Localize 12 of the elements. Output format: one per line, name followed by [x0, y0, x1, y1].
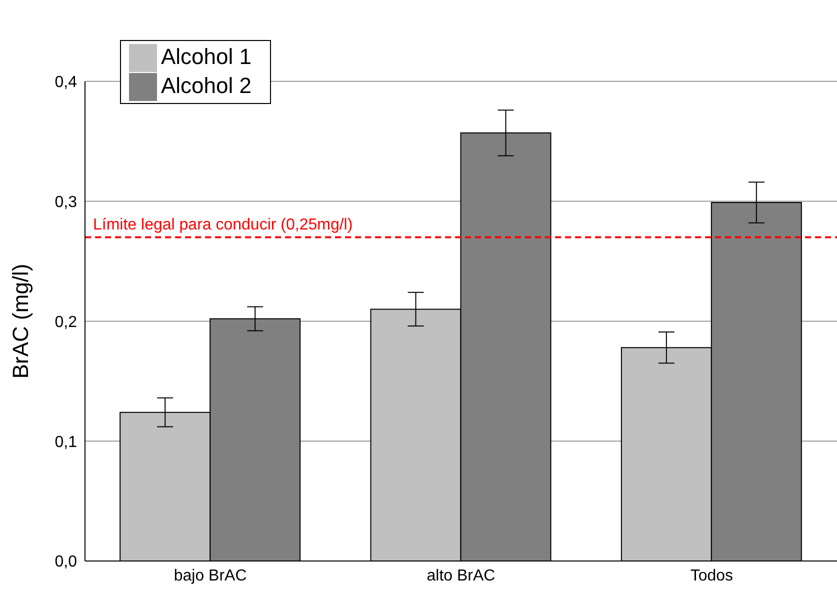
y-tick-label: 0,2 — [54, 314, 78, 331]
x-tick-label: alto BrAC — [426, 567, 496, 584]
y-tick-label: 0,3 — [54, 194, 78, 211]
y-tick-label: 0,0 — [54, 554, 78, 571]
y-tick-label: 0,1 — [54, 434, 78, 451]
y-tick-label: 0,4 — [54, 74, 78, 92]
ref-line-label: Límite legal para conducir (0,25mg/l) — [93, 216, 353, 234]
y-axis-title: BrAC (mg/l) — [8, 264, 33, 379]
legend-label: Alcohol 1 — [161, 44, 252, 69]
legend-label: Alcohol 2 — [161, 73, 252, 98]
x-tick-label: bajo BrAC — [174, 567, 247, 584]
x-tick-label: Todos — [690, 567, 734, 584]
